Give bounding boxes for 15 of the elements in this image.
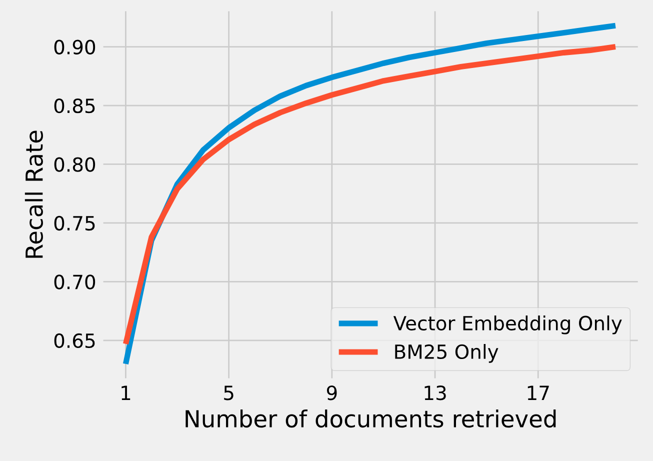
x-tick-label: 5 [224,386,234,400]
x-tick-label: 9 [326,386,337,400]
y-tick-label: 0.80 [54,157,96,172]
x-axis-title: Number of documents retrieved [186,410,556,428]
legend-label: BM25 Only [395,344,498,363]
y-tick-label: 0.75 [54,216,95,231]
y-tick-label: 0.90 [54,40,96,54]
y-tick-label: 0.70 [54,274,96,290]
x-tick-label: 13 [424,386,446,400]
y-tick-label: 0.85 [54,98,95,114]
y-axis-title: Recall Rate [24,130,43,258]
x-tick-label: 17 [528,386,549,400]
x-tick-label: 1 [122,386,130,400]
y-tick-label: 0.65 [54,333,95,348]
legend-label: Vector Embedding Only [393,315,622,334]
